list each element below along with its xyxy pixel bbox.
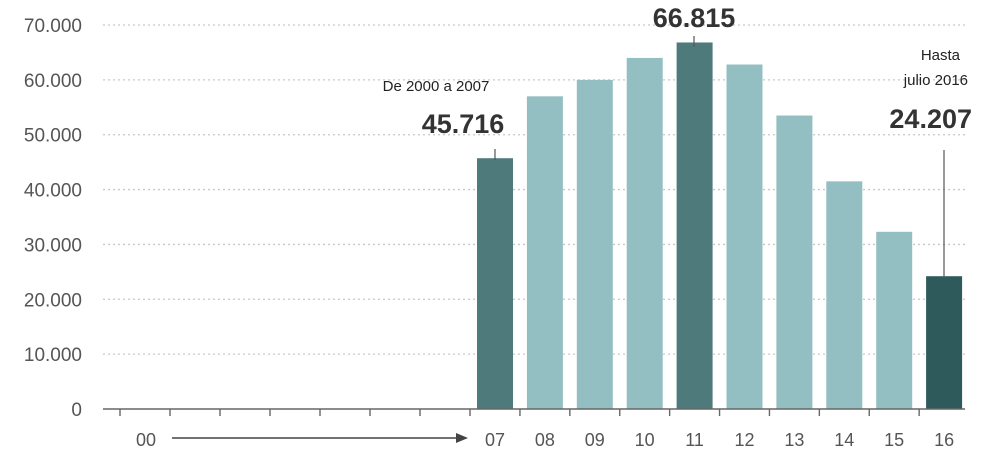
y-axis-tick-labels: 0 10.000 20.000 30.000 40.000 50.000 60.000 70.… (24, 16, 82, 421)
x-tick-label-09: 09 (585, 430, 605, 450)
y-tick-label: 60.000 (24, 71, 82, 92)
y-tick-label: 70.000 (24, 16, 82, 37)
bar-07 (477, 158, 513, 409)
y-tick-label: 10.000 (24, 345, 82, 366)
first-annotation-value: 45.716 (422, 109, 505, 139)
y-tick-label: 40.000 (24, 181, 82, 202)
bar-16 (926, 276, 963, 409)
bars (477, 42, 963, 410)
last-annotation-label-line1: Hasta (921, 47, 961, 64)
x-axis-tick-labels: 00 07 08 09 10 11 12 13 14 15 16 (136, 430, 954, 450)
y-tick-label: 0 (71, 400, 82, 421)
x-tick-label-15: 15 (884, 430, 904, 450)
x-axis-ticks (119, 409, 920, 416)
bar-12 (726, 64, 763, 410)
bar-10 (626, 57, 663, 410)
bar-15 (876, 231, 913, 409)
x-tick-label-13: 13 (784, 430, 804, 450)
bar-14 (826, 181, 863, 409)
x-tick-label-11: 11 (685, 430, 704, 450)
x-tick-label-10: 10 (635, 430, 655, 450)
bar-13 (776, 115, 813, 409)
first-annotation-label: De 2000 a 2007 (383, 78, 490, 95)
x-tick-label-07: 07 (485, 430, 505, 450)
bar-11 (676, 42, 713, 410)
max-annotation-value: 66.815 (653, 3, 736, 33)
y-tick-label: 50.000 (24, 126, 82, 147)
bar-08 (526, 96, 563, 410)
x-tick-label-14: 14 (834, 430, 854, 450)
last-annotation-value: 24.207 (889, 104, 972, 134)
x-start-label: 00 (136, 430, 156, 450)
last-annotation-label-line2: julio 2016 (903, 72, 968, 89)
range-arrow-head (456, 433, 468, 443)
bar-09 (576, 79, 613, 409)
annotations: De 2000 a 2007 45.716 66.815 Hasta julio… (383, 3, 972, 278)
x-tick-label-16: 16 (934, 430, 954, 450)
x-tick-label-08: 08 (535, 430, 555, 450)
y-tick-label: 30.000 (24, 235, 82, 256)
x-tick-label-12: 12 (734, 430, 754, 450)
y-tick-label: 20.000 (24, 290, 82, 311)
